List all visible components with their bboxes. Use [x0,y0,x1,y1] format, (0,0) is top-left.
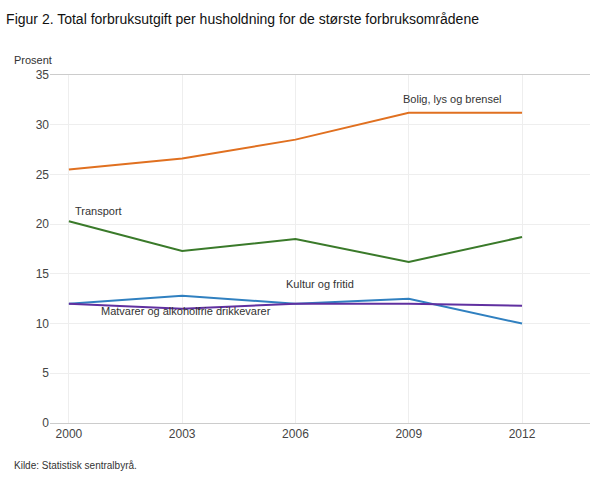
svg-text:Matvarer og alkoholfrie drikke: Matvarer og alkoholfrie drikkevarer [101,305,271,317]
svg-text:10: 10 [36,317,50,331]
svg-text:15: 15 [36,267,50,281]
svg-text:Prosent: Prosent [14,54,52,66]
svg-text:Transport: Transport [75,205,122,217]
svg-text:35: 35 [36,68,50,82]
svg-text:2003: 2003 [169,427,196,441]
svg-text:Kilde: Statistisk sentralbyrå.: Kilde: Statistisk sentralbyrå. [14,460,137,471]
svg-text:2006: 2006 [282,427,309,441]
svg-text:25: 25 [36,168,50,182]
svg-text:2009: 2009 [395,427,422,441]
svg-text:Bolig, lys og brensel: Bolig, lys og brensel [403,93,501,105]
svg-text:0: 0 [42,416,49,430]
svg-text:Kultur og fritid: Kultur og fritid [286,278,354,290]
svg-text:2000: 2000 [56,427,83,441]
svg-text:5: 5 [42,366,49,380]
svg-text:2012: 2012 [509,427,536,441]
svg-text:20: 20 [36,217,50,231]
svg-text:30: 30 [36,118,50,132]
svg-text:Figur 2. Total forbruksutgift: Figur 2. Total forbruksutgift per hushol… [6,11,479,27]
